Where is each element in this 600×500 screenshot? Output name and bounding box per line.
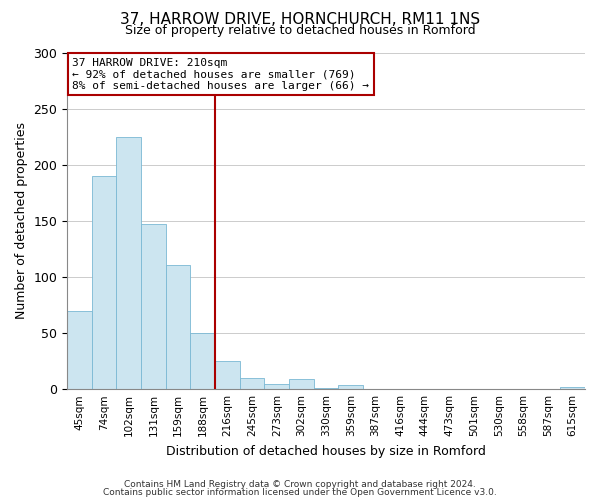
Text: Contains public sector information licensed under the Open Government Licence v3: Contains public sector information licen… xyxy=(103,488,497,497)
Bar xyxy=(67,310,92,389)
Y-axis label: Number of detached properties: Number of detached properties xyxy=(15,122,28,320)
Bar xyxy=(289,379,314,389)
Bar xyxy=(240,378,265,389)
Bar xyxy=(92,176,116,389)
Bar xyxy=(314,388,338,389)
Bar xyxy=(265,384,289,389)
Bar xyxy=(338,384,363,389)
Text: 37, HARROW DRIVE, HORNCHURCH, RM11 1NS: 37, HARROW DRIVE, HORNCHURCH, RM11 1NS xyxy=(120,12,480,26)
Bar xyxy=(116,136,141,389)
Bar xyxy=(560,387,585,389)
Text: Size of property relative to detached houses in Romford: Size of property relative to detached ho… xyxy=(125,24,475,37)
Text: Contains HM Land Registry data © Crown copyright and database right 2024.: Contains HM Land Registry data © Crown c… xyxy=(124,480,476,489)
Text: 37 HARROW DRIVE: 210sqm
← 92% of detached houses are smaller (769)
8% of semi-de: 37 HARROW DRIVE: 210sqm ← 92% of detache… xyxy=(73,58,370,91)
Bar xyxy=(190,333,215,389)
Bar xyxy=(141,224,166,389)
Bar xyxy=(166,264,190,389)
X-axis label: Distribution of detached houses by size in Romford: Distribution of detached houses by size … xyxy=(166,444,486,458)
Bar xyxy=(215,361,240,389)
